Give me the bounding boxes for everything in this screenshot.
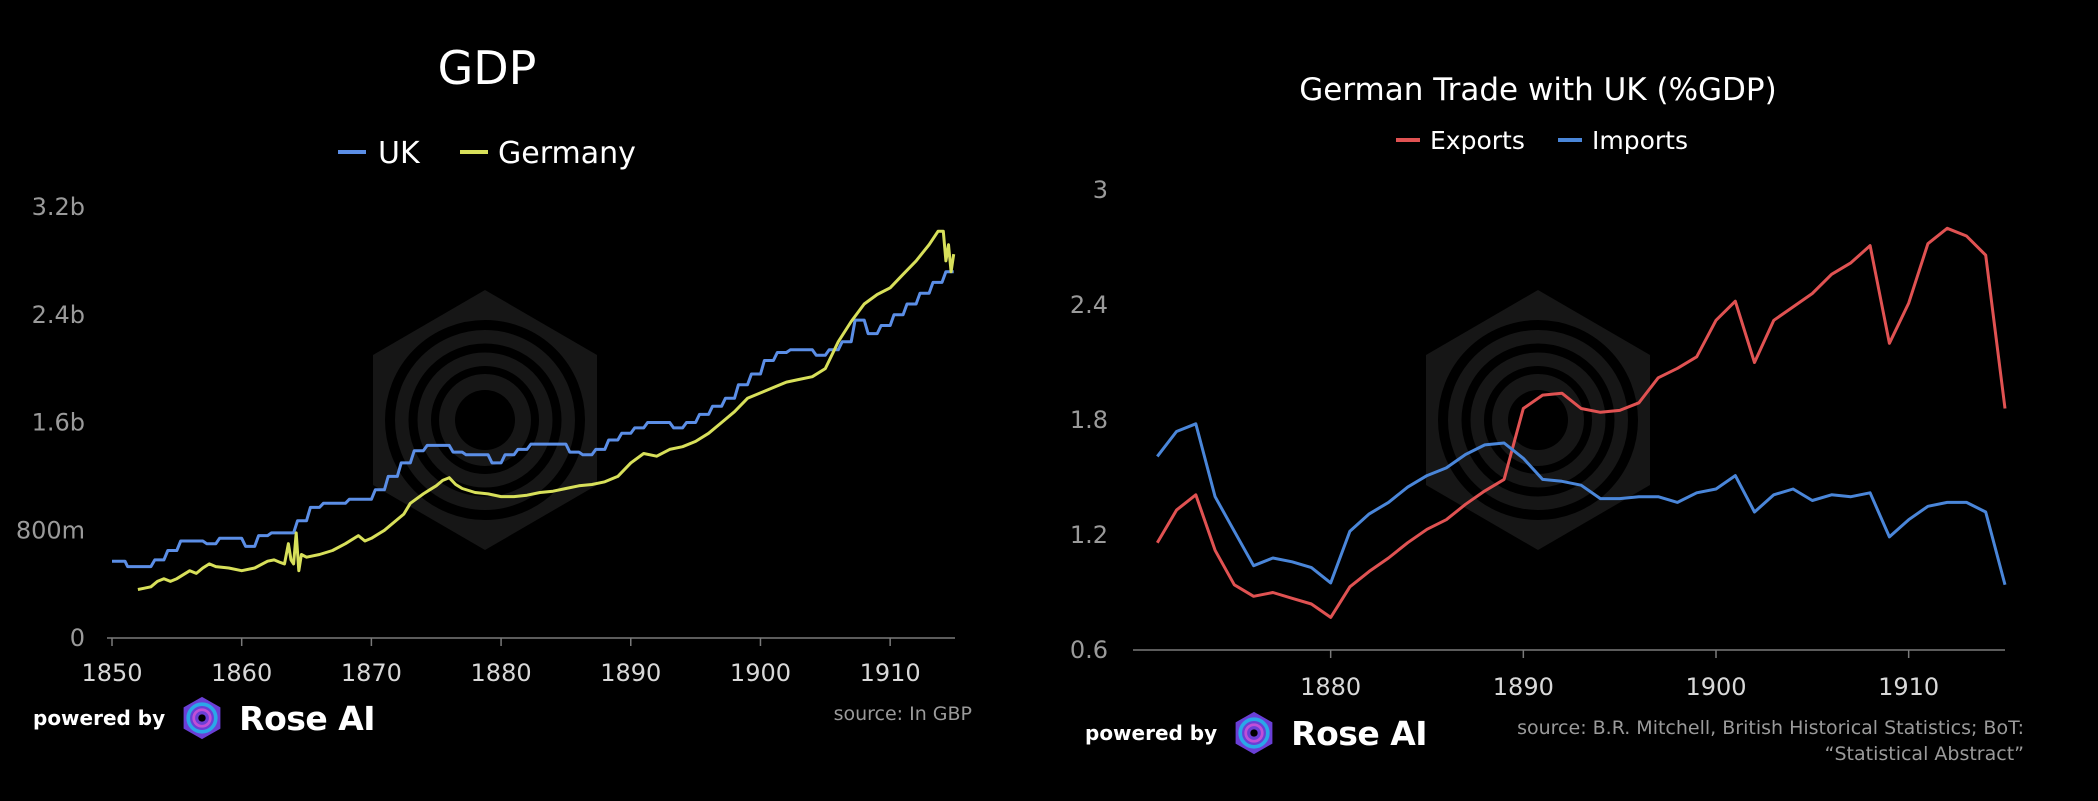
legend-label-uk: UK <box>378 136 421 171</box>
brand-name: Rose AI <box>239 698 376 738</box>
y-tick-label: 0 <box>70 624 85 652</box>
rose-ai-logo-icon <box>1235 711 1273 755</box>
powered-by-right: powered by Rose AI <box>1085 710 1428 756</box>
trade-chart: German Trade with UK (%GDP) Exports Impo… <box>1070 72 2007 701</box>
x-tick-label: 1880 <box>471 659 532 687</box>
brand-name: Rose AI <box>1291 713 1428 753</box>
x-tick-label: 1890 <box>600 659 661 687</box>
series-line-germany <box>137 229 956 591</box>
y-tick-label: 1.8 <box>1070 406 1108 434</box>
y-tick-label: 3 <box>1093 176 1108 204</box>
x-tick-label: 1910 <box>1878 673 1939 701</box>
y-tick-label: 2.4 <box>1070 291 1108 319</box>
series-line-exports <box>1156 226 2007 619</box>
axes: 1880 1890 1900 1910 0.6 1.2 1.8 2.4 3 <box>1070 176 2005 701</box>
gdp-chart: GDP UK Germany 1850 1860 1870 1880 1890 1900 1… <box>16 41 956 687</box>
chart-title: GDP <box>438 41 537 95</box>
source-note: source: B.R. Mitchell, British Historica… <box>1517 717 2024 765</box>
legend-label-imports: Imports <box>1592 126 1688 155</box>
source-note: source: In GBP <box>833 703 972 725</box>
x-tick-label: 1850 <box>81 659 142 687</box>
series-line-uk <box>112 270 954 569</box>
legend: UK Germany <box>338 136 636 171</box>
x-tick-label: 1900 <box>1685 673 1746 701</box>
x-tick-label: 1870 <box>341 659 402 687</box>
powered-by-left: powered by Rose AI <box>33 695 376 741</box>
legend-label-exports: Exports <box>1430 126 1525 155</box>
rose-ai-logo-icon <box>183 696 221 740</box>
powered-by-label: powered by <box>33 706 166 730</box>
y-tick-label: 1.6b <box>32 409 85 437</box>
y-tick-label: 2.4b <box>32 301 85 329</box>
legend: Exports Imports <box>1396 126 1688 155</box>
series-line-imports <box>1156 422 2007 586</box>
axes: 1850 1860 1870 1880 1890 1900 1910 0 800m 1.6b 2.4… <box>16 193 955 687</box>
watermark-icon <box>1426 290 1650 550</box>
y-tick-label: 800m <box>16 516 85 544</box>
chart-title: German Trade with UK (%GDP) <box>1299 72 1776 108</box>
y-tick-label: 1.2 <box>1070 521 1108 549</box>
y-tick-label: 3.2b <box>32 193 85 221</box>
x-tick-label: 1890 <box>1493 673 1554 701</box>
x-tick-label: 1860 <box>211 659 272 687</box>
powered-by-label: powered by <box>1085 721 1218 745</box>
y-tick-label: 0.6 <box>1070 636 1108 664</box>
x-tick-label: 1880 <box>1300 673 1361 701</box>
x-tick-label: 1900 <box>730 659 791 687</box>
plot-area <box>112 229 956 591</box>
legend-label-germany: Germany <box>498 136 636 171</box>
x-tick-label: 1910 <box>860 659 921 687</box>
plot-area <box>1156 226 2007 619</box>
